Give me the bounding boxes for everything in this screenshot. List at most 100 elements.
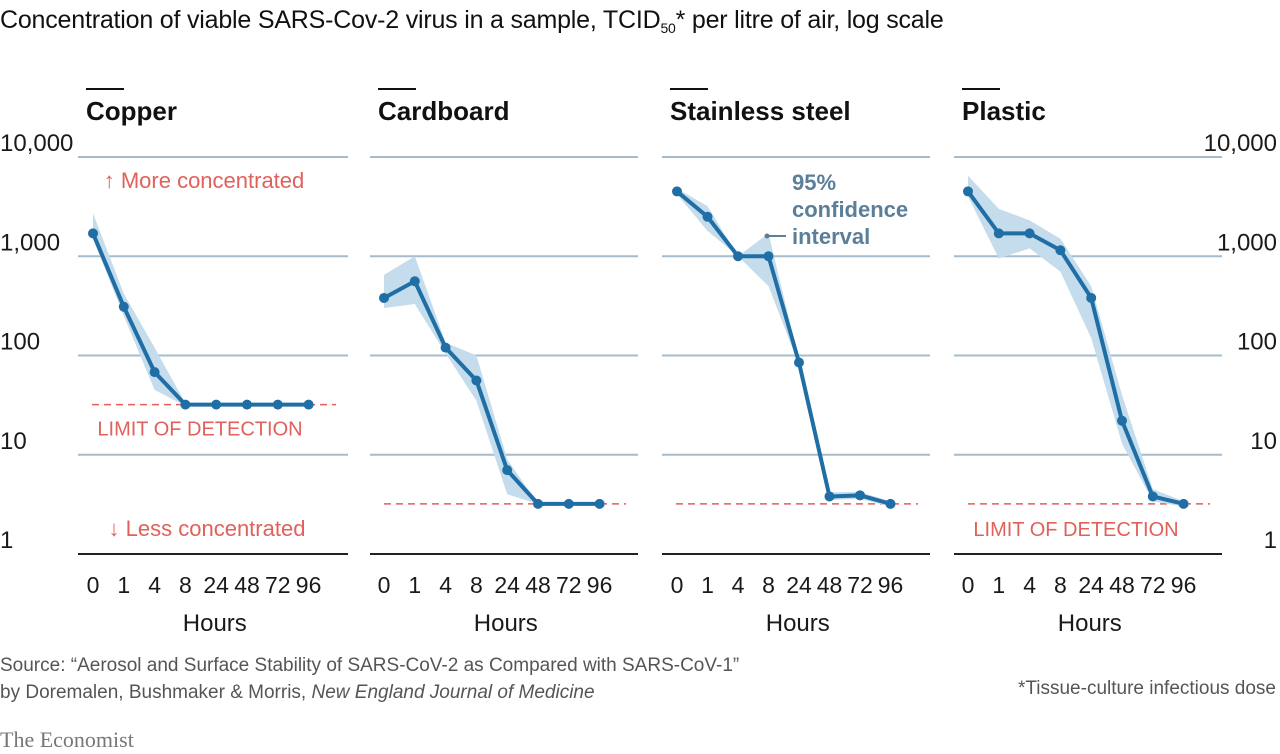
data-point <box>763 251 774 262</box>
x-axis-label: Hours <box>766 610 830 637</box>
annotation-limit-of-detection: LIMIT OF DETECTION <box>973 519 1178 541</box>
annotation-confidence-interval: interval <box>792 224 870 249</box>
x-tick-label: 1 <box>117 572 130 598</box>
x-tick-label: 4 <box>439 572 452 598</box>
series-line <box>383 279 600 506</box>
x-tick-label: 72 <box>556 572 582 598</box>
data-point <box>1055 245 1066 256</box>
x-tick-label: 96 <box>1171 572 1197 598</box>
annotation-more-concentrated: ↑ More concentrated <box>104 168 305 193</box>
x-tick-label: 4 <box>1023 572 1036 598</box>
y-tick-label-left: 1 <box>0 527 13 554</box>
data-point <box>533 498 543 509</box>
data-point <box>272 399 283 410</box>
data-point <box>180 399 191 410</box>
data-point <box>1117 415 1127 426</box>
x-tick-label: 1 <box>408 572 421 598</box>
x-tick-label: 1 <box>992 572 1005 598</box>
data-point <box>409 276 420 287</box>
x-tick-label: 8 <box>470 572 483 598</box>
x-tick-label: 24 <box>1078 572 1104 598</box>
data-point <box>303 399 314 410</box>
y-tick-label-left: 10 <box>0 428 27 455</box>
data-point <box>379 292 389 303</box>
data-point <box>211 399 222 410</box>
data-point <box>1024 228 1035 239</box>
data-point <box>471 375 482 386</box>
data-point <box>1178 498 1189 509</box>
x-tick-label: 1 <box>701 572 714 598</box>
source-journal: New England Journal of Medicine <box>311 682 595 703</box>
data-point <box>672 186 682 197</box>
data-point <box>88 228 98 239</box>
data-point <box>993 228 1004 239</box>
chart-title-subscript: 50 <box>660 20 676 36</box>
data-point <box>733 251 743 262</box>
x-tick-label: 0 <box>87 572 100 598</box>
x-tick-label: 72 <box>1140 572 1166 598</box>
y-tick-label-right: 1 <box>1264 527 1277 554</box>
data-point <box>440 342 451 353</box>
y-tick-label-right: 100 <box>1237 329 1277 356</box>
source-note: Source: “Aerosol and Surface Stability o… <box>0 652 739 706</box>
annotation-confidence-interval: confidence <box>792 197 908 222</box>
source-line-1: Source: “Aerosol and Surface Stability o… <box>0 655 740 676</box>
panel-title: Cardboard <box>378 96 509 126</box>
x-tick-label: 96 <box>296 572 322 598</box>
x-tick-label: 0 <box>378 572 391 598</box>
data-point <box>1086 292 1097 303</box>
x-tick-label: 24 <box>203 572 229 598</box>
chart-title-rest: * per litre of air, log scale <box>675 6 944 34</box>
data-point <box>563 498 574 509</box>
x-axis-label: Hours <box>474 610 538 637</box>
panel-title: Copper <box>86 96 177 126</box>
x-tick-label: 24 <box>786 572 812 598</box>
panel-title: Plastic <box>962 96 1046 126</box>
x-tick-label: 0 <box>671 572 684 598</box>
data-point <box>963 186 973 197</box>
series-line <box>91 232 309 407</box>
x-tick-label: 48 <box>1109 572 1135 598</box>
confidence-band <box>384 256 600 504</box>
x-tick-label: 8 <box>762 572 775 598</box>
x-tick-label: 48 <box>817 572 843 598</box>
data-point <box>1147 491 1158 502</box>
y-tick-label-left: 100 <box>0 329 40 356</box>
y-tick-label-left: 1,000 <box>0 229 60 256</box>
series-line <box>675 189 892 506</box>
series-line <box>966 190 1185 506</box>
x-axis-label: Hours <box>183 610 247 637</box>
source-line-2: by Doremalen, Bushmaker & Morris, New En… <box>0 679 739 706</box>
y-tick-label-right: 10,000 <box>1204 130 1277 157</box>
x-tick-label: 8 <box>1054 572 1067 598</box>
data-point <box>885 498 896 509</box>
y-tick-label-right: 10 <box>1250 428 1277 455</box>
data-point <box>149 367 160 378</box>
brand-logo: The Economist <box>0 727 134 752</box>
data-point <box>242 399 252 410</box>
x-tick-label: 0 <box>962 572 975 598</box>
chart-title-main: Concentration of viable SARS-Cov-2 virus… <box>0 6 661 34</box>
x-tick-label: 48 <box>525 572 551 598</box>
data-point <box>502 465 513 476</box>
annotation-pointer-dot <box>764 233 770 239</box>
x-tick-label: 8 <box>179 572 192 598</box>
data-point <box>702 211 713 222</box>
panel-title: Stainless steel <box>670 96 851 126</box>
data-point <box>824 491 835 502</box>
x-tick-label: 72 <box>265 572 291 598</box>
annotation-less-concentrated: ↓ Less concentrated <box>109 516 306 541</box>
y-tick-label-left: 10,000 <box>0 130 73 157</box>
annotation-limit-of-detection: LIMIT OF DETECTION <box>97 419 302 441</box>
annotation-confidence-interval: 95% <box>792 170 836 195</box>
data-point <box>594 498 605 509</box>
confidence-band <box>968 175 1184 507</box>
x-tick-label: 4 <box>732 572 745 598</box>
x-tick-label: 4 <box>148 572 161 598</box>
x-tick-label: 72 <box>847 572 873 598</box>
source-authors: by Doremalen, Bushmaker & Morris, <box>0 682 312 703</box>
x-tick-label: 48 <box>234 572 260 598</box>
x-tick-label: 96 <box>878 572 904 598</box>
footnote: *Tissue-culture infectious dose <box>1017 678 1276 699</box>
